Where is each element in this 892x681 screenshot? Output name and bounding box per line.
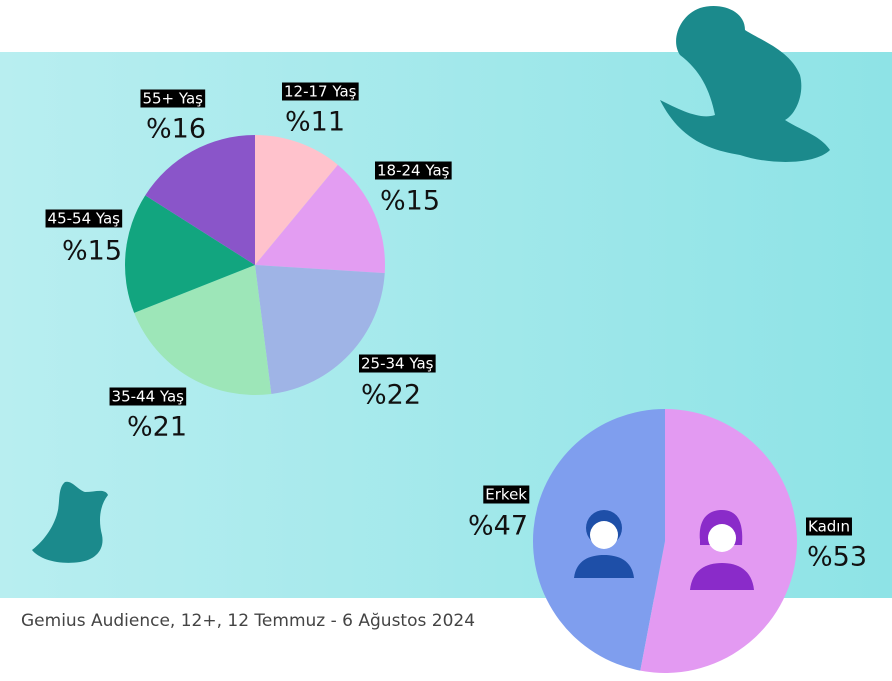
category-label: Erkek	[485, 486, 527, 504]
label-box	[375, 161, 452, 180]
category-label: 25-34 Yaş	[361, 355, 434, 373]
category-label: 45-54 Yaş	[48, 210, 121, 228]
label-box	[45, 209, 123, 228]
value-label: %47	[468, 511, 528, 542]
label-box	[806, 517, 852, 536]
female-face	[708, 524, 736, 552]
pie-slice	[255, 164, 385, 274]
category-label: 18-24 Yaş	[377, 162, 450, 180]
value-label: %53	[807, 542, 867, 573]
pie-slice	[255, 265, 385, 394]
label-box	[282, 82, 359, 101]
value-label: %11	[285, 107, 345, 138]
pies: 12-17 Yaş %11 18-24 Yaş %15 25-34 Yaş %22 35-4…	[45, 82, 867, 673]
value-label: %15	[380, 186, 440, 217]
pie-slice	[255, 135, 338, 265]
value-label: %15	[62, 236, 122, 267]
category-label: 55+ Yaş	[142, 90, 203, 108]
value-label: %22	[361, 380, 421, 411]
pie-slice	[124, 195, 255, 313]
gender-icons	[574, 510, 754, 590]
dress	[32, 481, 108, 563]
pie-slice	[134, 265, 272, 395]
pie-slice	[145, 135, 255, 265]
label-box	[359, 354, 436, 373]
rocking-horse	[660, 6, 830, 162]
male-body	[574, 555, 634, 578]
value-label: %16	[146, 114, 206, 145]
category-label: 35-44 Yaş	[112, 388, 185, 406]
label-box	[140, 89, 206, 108]
value-label: %21	[127, 412, 187, 443]
label-box	[109, 387, 187, 406]
category-label: 12-17 Yaş	[284, 83, 357, 101]
label-box	[483, 485, 530, 504]
male-face	[590, 521, 618, 549]
category-label: Kadın	[808, 518, 850, 536]
source-note: Gemius Audience, 12+, 12 Temmuz - 6 Ağus…	[21, 611, 475, 631]
female-body	[690, 563, 754, 590]
